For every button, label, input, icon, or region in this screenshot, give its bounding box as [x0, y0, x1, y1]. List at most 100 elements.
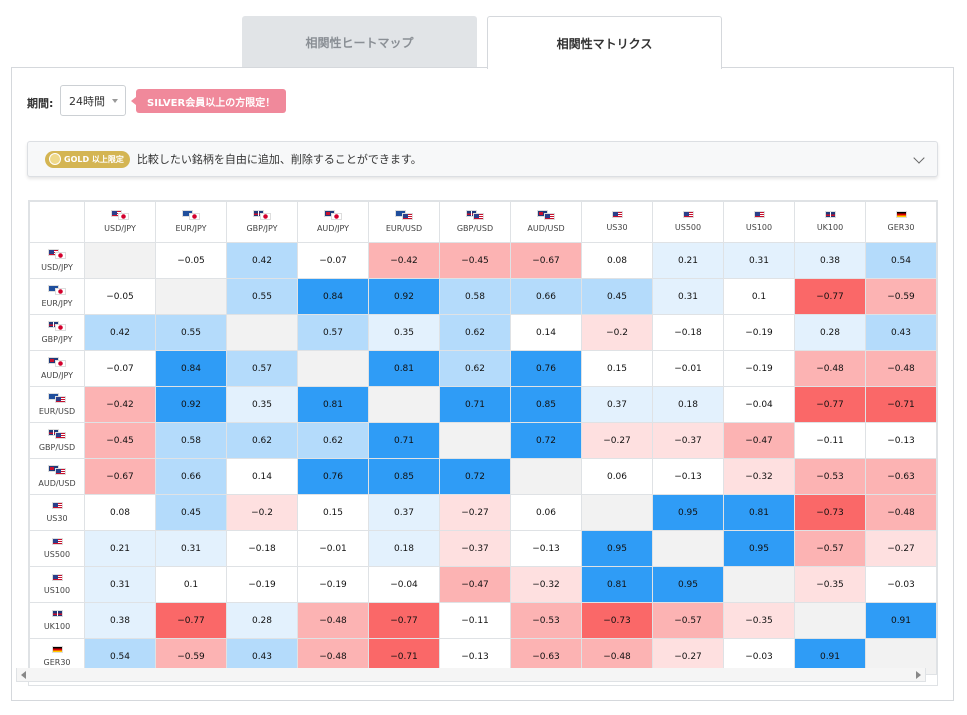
row-header-label: EUR/USD	[38, 406, 76, 416]
correlation-cell: −0.05	[155, 242, 227, 279]
gold-feature-text: 比較したい銘柄を自由に追加、削除することができます。	[136, 153, 422, 166]
correlation-cell: −0.11	[794, 422, 866, 459]
correlation-cell: −0.03	[865, 566, 937, 603]
column-header-label: GBP/JPY	[246, 224, 278, 233]
correlation-cell: 0.92	[155, 386, 227, 423]
row-header-eur-usd: EUR/USD	[29, 386, 85, 423]
correlation-cell: −0.45	[84, 422, 156, 459]
jpy-flag-icon	[189, 213, 200, 220]
column-header-label: GER30	[887, 223, 915, 232]
correlation-cell: 0.14	[510, 314, 582, 351]
correlation-cell: −0.19	[226, 566, 298, 603]
correlation-matrix: USD/JPY EUR/JPY GBP/JPY AUD/JPY EUR/USD GBP/U…	[28, 200, 938, 686]
correlation-cell: 0.71	[368, 422, 440, 459]
column-header-gbp-usd: GBP/USD	[439, 201, 511, 243]
usd-flag-icon	[55, 431, 66, 439]
scroll-right-icon[interactable]	[916, 671, 921, 679]
table-row: UK100 0.38 −0.77 0.28 −0.48 −0.77 −0.11 −0.53 −0…	[29, 602, 937, 639]
usd-flag-icon	[611, 211, 623, 218]
flag-pair-icon	[466, 210, 484, 220]
period-value: 24時間	[69, 94, 105, 108]
column-header-aud-usd: AUD/USD	[510, 201, 582, 243]
column-header-eur-usd: EUR/USD	[368, 201, 440, 243]
correlation-cell: 0.84	[297, 278, 369, 315]
correlation-cell: 0.58	[155, 422, 227, 459]
row-header-label: AUD/USD	[38, 478, 76, 488]
correlation-cell: 0.37	[368, 494, 440, 531]
correlation-cell: −0.47	[439, 566, 511, 603]
column-header-label: US500	[674, 223, 702, 232]
correlation-cell: 0.31	[84, 566, 156, 603]
usd-flag-icon	[55, 395, 66, 403]
tab-correlation-heatmap[interactable]: 相関性ヒートマップ	[242, 16, 477, 68]
period-select[interactable]: 24時間	[60, 85, 126, 116]
correlation-cell: 0.42	[84, 314, 156, 351]
jpy-flag-icon	[260, 213, 271, 220]
caret-down-icon	[112, 99, 118, 103]
correlation-cell: 0.28	[226, 602, 298, 639]
correlation-cell: −0.13	[510, 530, 582, 567]
flag-pair-icon	[48, 356, 66, 367]
correlation-cell: 0.85	[368, 458, 440, 495]
correlation-cell: 0.81	[297, 386, 369, 423]
matrix-table: USD/JPY EUR/JPY GBP/JPY AUD/JPY EUR/USD GBP/U…	[29, 201, 937, 675]
correlation-cell: 0.38	[84, 602, 156, 639]
correlation-cell: 0.66	[155, 458, 227, 495]
correlation-cell: 0.95	[652, 566, 724, 603]
chevron-down-icon[interactable]	[913, 152, 925, 164]
correlation-cell: 0.57	[226, 350, 298, 387]
correlation-cell: 0.28	[794, 314, 866, 351]
row-header-gbp-usd: GBP/USD	[29, 422, 85, 459]
correlation-cell: 0.81	[368, 350, 440, 387]
horizontal-scrollbar[interactable]	[16, 668, 926, 682]
gbp-flag-icon	[51, 609, 63, 617]
usd-flag-icon	[51, 537, 63, 545]
correlation-cell: −0.2	[581, 314, 653, 351]
correlation-cell	[368, 386, 440, 423]
correlation-cell: 0.91	[865, 602, 937, 639]
correlation-cell: 0.71	[439, 386, 511, 423]
correlation-cell: −0.42	[368, 242, 440, 279]
correlation-cell: 0.95	[723, 530, 795, 567]
gold-feature-bar[interactable]: GOLD 以上限定 比較したい銘柄を自由に追加、削除することができます。	[27, 141, 938, 177]
correlation-cell: −0.18	[652, 314, 724, 351]
scroll-left-icon[interactable]	[21, 671, 26, 679]
row-header-gbp-jpy: GBP/JPY	[29, 314, 85, 351]
column-header-label: UK100	[816, 223, 844, 232]
tab-correlation-matrix[interactable]: 相関性マトリクス	[487, 16, 722, 69]
column-header-eur-jpy: EUR/JPY	[155, 201, 227, 243]
correlation-cell: −0.53	[510, 602, 582, 639]
correlation-cell: 0.66	[510, 278, 582, 315]
correlation-cell: 0.06	[581, 458, 653, 495]
correlation-cell: −0.32	[510, 566, 582, 603]
correlation-cell	[723, 566, 795, 603]
correlation-cell: −0.07	[84, 350, 156, 387]
matrix-panel: 期間: 24時間 SILVER会員以上の方限定！ GOLD 以上限定 比較したい…	[11, 67, 954, 701]
column-header-label: USD/JPY	[104, 224, 136, 233]
row-header-label: GBP/USD	[38, 442, 76, 452]
flag-pair-icon	[48, 392, 66, 403]
row-header-label: AUD/JPY	[40, 370, 74, 380]
matrix-corner	[29, 201, 85, 243]
correlation-cell: −0.77	[794, 278, 866, 315]
row-header-aud-usd: AUD/USD	[29, 458, 85, 495]
correlation-cell: −0.67	[510, 242, 582, 279]
table-row: AUD/JPY −0.07 0.84 0.57 0.81 0.62 0.76 0.15 −0.0…	[29, 350, 937, 387]
column-header-label: EUR/USD	[385, 224, 423, 233]
correlation-cell: 0.35	[226, 386, 298, 423]
row-header-aud-jpy: AUD/JPY	[29, 350, 85, 387]
correlation-cell: 0.95	[581, 530, 653, 567]
gold-badge: GOLD 以上限定	[45, 150, 130, 168]
correlation-cell: −0.32	[723, 458, 795, 495]
correlation-cell: −0.13	[865, 422, 937, 459]
correlation-cell: 0.15	[297, 494, 369, 531]
correlation-cell: −0.59	[865, 278, 937, 315]
usd-flag-icon	[753, 211, 765, 218]
correlation-cell: −0.19	[297, 566, 369, 603]
flag-pair-icon	[537, 210, 555, 220]
correlation-cell: 0.21	[652, 242, 724, 279]
table-row: US100 0.31 0.1 −0.19 −0.19 −0.04 −0.47 −0.32 0.8…	[29, 566, 937, 603]
correlation-cell	[794, 602, 866, 639]
column-header-gbp-jpy: GBP/JPY	[226, 201, 298, 243]
row-header-label: UK100	[43, 621, 71, 631]
